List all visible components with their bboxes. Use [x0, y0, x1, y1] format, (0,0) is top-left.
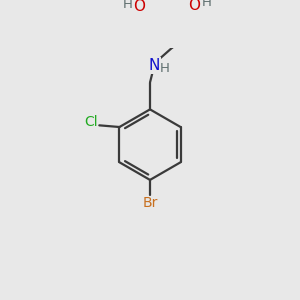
Text: H: H	[122, 0, 132, 11]
Text: N: N	[148, 58, 160, 73]
Text: O: O	[188, 0, 200, 13]
Text: H: H	[159, 62, 169, 75]
Text: Br: Br	[142, 196, 158, 210]
Text: H: H	[201, 0, 211, 9]
Text: Cl: Cl	[84, 115, 98, 129]
Text: O: O	[133, 0, 145, 14]
